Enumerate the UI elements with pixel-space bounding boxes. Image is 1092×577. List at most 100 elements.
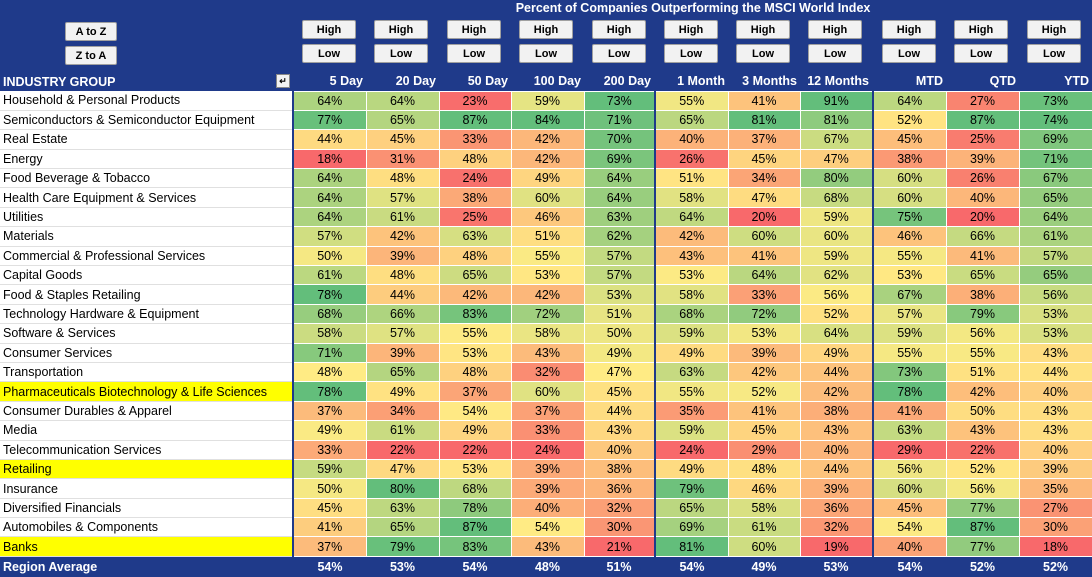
sort-high-button[interactable]: High xyxy=(447,20,501,39)
value-cell[interactable]: 47% xyxy=(799,148,874,170)
value-cell[interactable]: 72% xyxy=(727,303,801,325)
value-cell[interactable]: 65% xyxy=(654,497,729,519)
value-cell[interactable]: 57% xyxy=(583,265,656,286)
value-cell[interactable]: 61% xyxy=(292,265,367,286)
sort-low-button[interactable]: Low xyxy=(954,44,1008,63)
value-cell[interactable]: 49% xyxy=(583,342,656,363)
value-cell[interactable]: 35% xyxy=(654,400,729,422)
value-cell[interactable]: 48% xyxy=(438,245,512,267)
sort-high-button[interactable]: High xyxy=(374,20,428,39)
table-row[interactable]: Energy 18% 31% 48% 42% 69% 26% 45% 47% 38% 39% 71% xyxy=(0,148,1092,170)
table-row[interactable]: Health Care Equipment & Services 64% 57% 38… xyxy=(0,187,1092,208)
value-cell[interactable]: 19% xyxy=(799,536,874,557)
value-cell[interactable]: 49% xyxy=(292,420,367,441)
table-row[interactable]: Semiconductors & Semiconductor Equipment… xyxy=(0,109,1092,131)
value-cell[interactable]: 57% xyxy=(292,226,367,247)
value-cell[interactable]: 50% xyxy=(292,245,367,267)
column-header[interactable]: 200 Day xyxy=(584,72,655,91)
value-cell[interactable]: 53% xyxy=(438,458,512,480)
value-cell[interactable]: 53% xyxy=(510,265,585,286)
value-cell[interactable]: 38% xyxy=(945,284,1020,305)
value-cell[interactable]: 21% xyxy=(583,536,656,557)
table-row[interactable]: Media 49% 61% 49% 33% 43% 59% 45% 43% 63% 43% 43% xyxy=(0,420,1092,441)
value-cell[interactable]: 40% xyxy=(1018,381,1092,402)
value-cell[interactable]: 81% xyxy=(727,109,801,131)
table-row[interactable]: Banks 37% 79% 83% 43% 21% 81% 60% 19% 40% 77% 18% xyxy=(0,536,1092,557)
value-cell[interactable]: 66% xyxy=(945,226,1020,247)
value-cell[interactable]: 41% xyxy=(727,245,801,267)
value-cell[interactable]: 52% xyxy=(872,109,947,131)
value-cell[interactable]: 55% xyxy=(510,245,585,267)
value-cell[interactable]: 48% xyxy=(438,361,512,383)
value-cell[interactable]: 64% xyxy=(872,90,947,111)
value-cell[interactable]: 48% xyxy=(292,361,367,383)
value-cell[interactable]: 78% xyxy=(292,284,367,305)
value-cell[interactable]: 81% xyxy=(654,536,729,557)
value-cell[interactable]: 55% xyxy=(654,90,729,111)
value-cell[interactable]: 33% xyxy=(510,420,585,441)
value-cell[interactable]: 51% xyxy=(510,226,585,247)
value-cell[interactable]: 45% xyxy=(727,420,801,441)
value-cell[interactable]: 73% xyxy=(1018,90,1092,111)
value-cell[interactable]: 43% xyxy=(1018,342,1092,363)
industry-group-label[interactable]: Automobiles & Components xyxy=(0,517,293,538)
value-cell[interactable]: 61% xyxy=(1018,226,1092,247)
value-cell[interactable]: 67% xyxy=(799,129,874,150)
value-cell[interactable]: 73% xyxy=(872,361,947,383)
value-cell[interactable]: 41% xyxy=(727,400,801,422)
value-cell[interactable]: 50% xyxy=(292,478,367,499)
value-cell[interactable]: 20% xyxy=(727,206,801,228)
value-cell[interactable]: 57% xyxy=(365,323,440,344)
value-cell[interactable]: 39% xyxy=(510,478,585,499)
industry-group-label[interactable]: Commercial & Professional Services xyxy=(0,246,293,267)
value-cell[interactable]: 87% xyxy=(438,109,512,131)
value-cell[interactable]: 69% xyxy=(583,148,656,170)
value-cell[interactable]: 77% xyxy=(292,109,367,131)
table-row[interactable]: Automobiles & Components 41% 65% 87% 54% 30% 6… xyxy=(0,517,1092,538)
column-header[interactable]: YTD xyxy=(1019,72,1092,91)
value-cell[interactable]: 58% xyxy=(654,187,729,208)
value-cell[interactable]: 30% xyxy=(1018,517,1092,538)
value-cell[interactable]: 45% xyxy=(365,129,440,150)
value-cell[interactable]: 70% xyxy=(583,129,656,150)
sort-z-to-a-button[interactable]: Z to A xyxy=(65,46,117,65)
value-cell[interactable]: 39% xyxy=(945,148,1020,170)
value-cell[interactable]: 64% xyxy=(292,168,367,189)
sort-low-button[interactable]: Low xyxy=(374,44,428,63)
value-cell[interactable]: 64% xyxy=(727,265,801,286)
value-cell[interactable]: 42% xyxy=(945,381,1020,402)
value-cell[interactable]: 45% xyxy=(872,129,947,150)
value-cell[interactable]: 37% xyxy=(438,381,512,402)
sort-high-button[interactable]: High xyxy=(1027,20,1081,39)
value-cell[interactable]: 39% xyxy=(365,245,440,267)
value-cell[interactable]: 47% xyxy=(365,458,440,480)
value-cell[interactable]: 46% xyxy=(727,478,801,499)
value-cell[interactable]: 38% xyxy=(583,458,656,480)
value-cell[interactable]: 51% xyxy=(654,168,729,189)
value-cell[interactable]: 40% xyxy=(1018,439,1092,460)
value-cell[interactable]: 42% xyxy=(654,226,729,247)
value-cell[interactable]: 61% xyxy=(365,206,440,228)
sort-low-button[interactable]: Low xyxy=(882,44,936,63)
value-cell[interactable]: 60% xyxy=(872,168,947,189)
industry-group-label[interactable]: Consumer Services xyxy=(0,343,293,363)
value-cell[interactable]: 63% xyxy=(872,420,947,441)
value-cell[interactable]: 57% xyxy=(365,187,440,208)
value-cell[interactable]: 80% xyxy=(799,168,874,189)
value-cell[interactable]: 38% xyxy=(799,400,874,422)
value-cell[interactable]: 53% xyxy=(727,323,801,344)
value-cell[interactable]: 63% xyxy=(438,226,512,247)
value-cell[interactable]: 37% xyxy=(292,400,367,422)
value-cell[interactable]: 54% xyxy=(510,517,585,538)
sort-high-button[interactable]: High xyxy=(664,20,718,39)
value-cell[interactable]: 20% xyxy=(945,206,1020,228)
dropdown-filter-icon[interactable]: ↵ xyxy=(276,74,290,88)
value-cell[interactable]: 43% xyxy=(510,536,585,557)
value-cell[interactable]: 42% xyxy=(438,284,512,305)
value-cell[interactable]: 58% xyxy=(727,497,801,519)
column-header[interactable]: 20 Day xyxy=(366,72,439,91)
industry-group-label[interactable]: Capital Goods xyxy=(0,265,293,286)
sort-high-button[interactable]: High xyxy=(808,20,862,39)
industry-group-label[interactable]: Semiconductors & Semiconductor Equipment xyxy=(0,110,293,131)
value-cell[interactable]: 65% xyxy=(1018,187,1092,208)
